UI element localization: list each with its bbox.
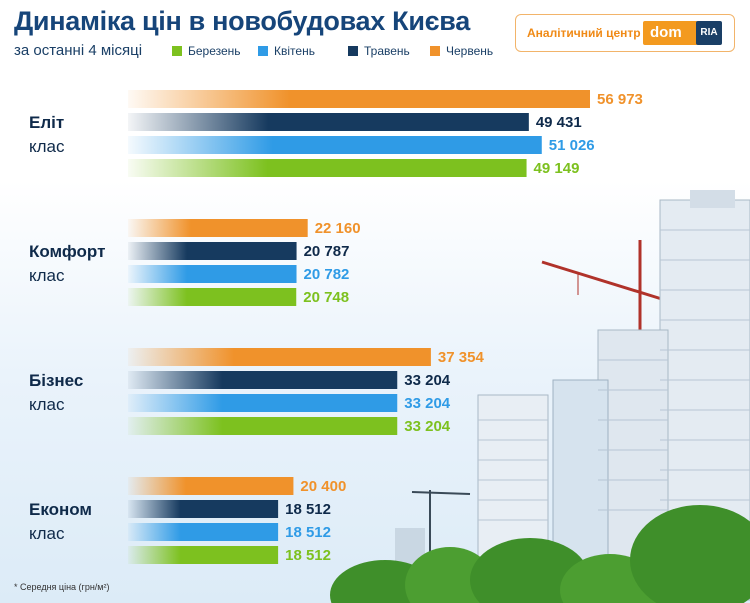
data-label: 20 748: [303, 289, 349, 306]
bar: [128, 136, 542, 154]
category-label: Економ: [29, 500, 92, 519]
bar: [128, 242, 297, 260]
data-label: 33 204: [404, 418, 451, 435]
data-label: 49 149: [534, 160, 580, 177]
brand-box: Аналітичний центр dom RIA: [515, 14, 735, 52]
bar: [128, 546, 279, 564]
data-label: 56 973: [597, 91, 643, 108]
data-label: 37 354: [438, 349, 485, 366]
data-label: 22 160: [315, 220, 361, 237]
category-sublabel: клас: [29, 524, 65, 543]
tower-top: [690, 190, 735, 208]
category-sublabel: клас: [29, 137, 65, 156]
category-sublabel: клас: [29, 266, 65, 285]
category-label: Бізнес: [29, 371, 83, 390]
data-label: 33 204: [404, 372, 451, 389]
bar: [128, 417, 398, 435]
bar: [128, 90, 590, 108]
legend-item: Квітень: [258, 44, 315, 58]
legend-label: Червень: [446, 44, 494, 58]
chart-title: Динаміка цін в новобудовах Києва: [14, 6, 470, 36]
domria-logo: dom: [643, 21, 698, 45]
bar: [128, 288, 297, 306]
data-label: 18 512: [285, 524, 331, 541]
legend-label: Квітень: [274, 44, 315, 58]
logo-ria-badge: RIA: [696, 21, 722, 45]
data-label: 20 400: [300, 478, 346, 495]
data-label: 33 204: [404, 395, 451, 412]
category-label: Комфорт: [29, 242, 105, 261]
crane-icon: [411, 490, 471, 560]
data-label: 51 026: [549, 137, 595, 154]
legend-label: Березень: [188, 44, 241, 58]
data-label: 20 787: [304, 243, 350, 260]
bar: [128, 477, 294, 495]
footnote: * Середня ціна (грн/м²): [14, 582, 110, 592]
data-label: 18 512: [285, 547, 331, 564]
category-label: Еліт: [29, 113, 64, 132]
logo-dom-text: dom: [650, 24, 682, 41]
bar: [128, 159, 527, 177]
legend-item: Червень: [430, 44, 493, 58]
bar: [128, 394, 398, 412]
data-label: 18 512: [285, 501, 331, 518]
legend-swatch: [430, 46, 440, 56]
bar: [128, 500, 279, 518]
tree-foliage: [330, 505, 750, 603]
bar: [128, 219, 308, 237]
bar: [128, 348, 431, 366]
legend-item: Травень: [348, 44, 410, 58]
legend-swatch: [258, 46, 268, 56]
legend-swatch: [172, 46, 182, 56]
bar: [128, 265, 297, 283]
category-sublabel: клас: [29, 395, 65, 414]
legend-item: Березень: [172, 44, 241, 58]
bar: [128, 523, 279, 541]
legend-swatch: [348, 46, 358, 56]
legend-label: Травень: [364, 44, 410, 58]
chart-subtitle: за останні 4 місяці: [14, 42, 143, 59]
bar: [128, 371, 398, 389]
building-windows: [478, 229, 750, 521]
brand-center-label: Аналітичний центр: [527, 26, 641, 40]
crane-icon: [541, 240, 666, 335]
data-label: 49 431: [536, 114, 582, 131]
bar: [128, 113, 529, 131]
data-label: 20 782: [304, 266, 350, 283]
